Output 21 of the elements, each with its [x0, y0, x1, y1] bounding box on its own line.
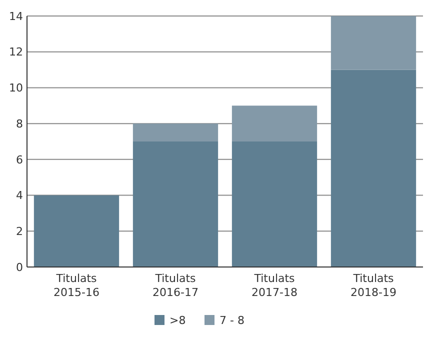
x-tick-label: Titulats 2016-17 — [152, 272, 198, 299]
bar — [330, 70, 416, 267]
y-tick-label: 4 — [16, 189, 23, 202]
y-tick-label: 8 — [16, 117, 23, 130]
bar — [132, 124, 218, 142]
legend-label: 7 - 8 — [220, 314, 244, 327]
x-tick-label: Titulats 2015-16 — [54, 272, 100, 299]
y-tick-label: 14 — [9, 10, 23, 23]
y-tick-label: 2 — [16, 224, 23, 238]
bar — [330, 16, 416, 70]
x-tick-label: Titulats 2017-18 — [252, 272, 298, 299]
y-tick-label: 6 — [16, 153, 23, 166]
y-tick-label: 12 — [9, 46, 23, 59]
y-tick-label: 0 — [16, 260, 23, 274]
legend-label: >8 — [170, 314, 186, 327]
bar — [232, 106, 318, 142]
x-tick-label: Titulats 2018-19 — [350, 272, 396, 299]
bar — [34, 195, 120, 267]
bar — [232, 142, 318, 267]
bar — [132, 142, 218, 267]
y-tick-label: 10 — [9, 82, 23, 95]
